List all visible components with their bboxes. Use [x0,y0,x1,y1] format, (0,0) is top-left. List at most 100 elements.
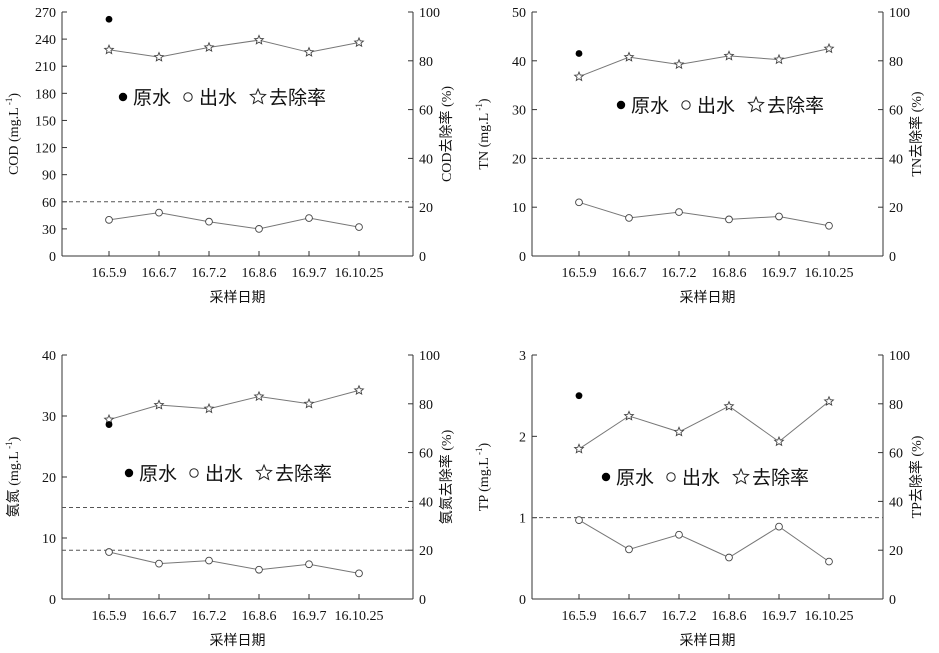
x-tick-label: 16.8.6 [242,266,277,281]
x-tick-label: 16.5.9 [562,609,597,624]
removal-rate-point [303,46,315,57]
right-tick-label: 60 [419,104,433,119]
removal-rate-line [578,401,830,450]
effluent-point [775,212,783,221]
left-tick-label: 50 [512,6,526,21]
effluent-point [105,216,113,224]
right-tick-label: 0 [889,250,896,265]
legend-removal-marker [747,95,765,113]
removal-rate-point [253,34,265,45]
left-tick-label: 60 [42,196,56,211]
x-tick-label: 16.6.7 [612,266,647,281]
effluent-point [725,553,733,562]
legend-removal-marker [255,463,273,481]
removal-rate-point [353,384,365,396]
legend: 原水 出水 去除率 [118,87,326,109]
effluent-point [575,516,583,524]
legend-effluent-marker [666,472,676,482]
right-tick-label: 100 [419,6,440,21]
x-axis-label: 采样日期 [680,290,736,306]
x-tick-label: 16.9.7 [762,609,797,624]
raw-water-point [575,50,583,57]
removal-rate-point [823,395,835,407]
right-tick-label: 40 [889,152,903,167]
effluent-point [155,559,163,568]
right-tick-label: 0 [889,593,896,608]
x-tick-label: 16.8.6 [242,609,277,624]
x-tick-label: 16.10.25 [805,266,854,281]
removal-rate-point [353,36,365,48]
right-tick-label: 80 [889,55,903,70]
right-tick-label: 80 [419,55,433,70]
removal-rate-point [823,42,835,54]
legend-raw-label: 原水 [631,95,669,117]
effluent-point [825,221,833,230]
left-tick-label: 0 [519,250,526,265]
right-tick-label: 80 [419,398,433,413]
x-axis-label: 采样日期 [680,633,736,649]
legend-raw-label: 原水 [139,463,177,485]
effluent-line [578,201,830,227]
right-axis-label: COD去除率 (%) [438,86,455,182]
x-tick-label: 16.6.7 [612,609,647,624]
legend-raw-marker [118,92,128,102]
removal-rate-point [623,51,635,62]
left-tick-label: 270 [35,6,56,21]
removal-rate-point [203,41,215,53]
removal-rate-line [578,48,830,78]
removal-rate-point [673,426,685,437]
effluent-point [725,215,733,224]
left-axis-label: 氨氮 (mg.L -1) [4,436,22,517]
right-tick-label: 0 [419,593,426,608]
legend: 原水 出水 去除率 [616,95,824,117]
effluent-point [255,565,263,574]
x-tick-label: 16.9.7 [762,266,797,281]
chart-panel-top-left: 0 30 60 90 120 150 180 210 240 270 0 20 40 60 80 100 16.… [4,6,455,306]
x-axis-label: 采样日期 [210,290,266,306]
removal-rate-point [573,443,585,454]
removal-rate-line [108,39,360,58]
removal-rate-point [153,399,165,410]
legend-effluent-label: 出水 [697,95,735,117]
left-tick-label: 20 [512,152,526,167]
removal-rate-point [673,58,685,70]
left-tick-label: 40 [512,55,526,70]
legend-raw-marker [616,100,626,110]
removal-rate-point [153,51,165,62]
right-tick-label: 60 [419,447,433,462]
right-axis-label: TP去除率 (%) [908,435,925,518]
left-tick-label: 30 [512,104,526,119]
legend-effluent-marker [189,468,199,478]
left-tick-label: 90 [42,169,56,184]
x-tick-label: 16.8.6 [712,609,747,624]
x-tick-label: 16.5.9 [92,609,127,624]
legend-removal-marker [732,467,750,485]
left-axis-label: TN (mg.L -1) [474,98,492,170]
raw-water-point [105,421,113,428]
removal-rate-point [253,390,265,402]
x-tick-label: 16.6.7 [142,266,177,281]
left-tick-label: 3 [519,349,526,364]
chart-panel-top-right: 0 10 20 30 40 50 0 20 40 60 80 100 16.5.9 16.6.7 16.7.… [474,6,925,306]
right-tick-label: 100 [419,349,440,364]
left-tick-label: 0 [49,593,56,608]
right-tick-label: 20 [419,201,433,216]
right-tick-label: 40 [889,495,903,510]
right-tick-label: 100 [889,349,910,364]
removal-rate-point [303,398,315,409]
right-tick-label: 0 [419,250,426,265]
removal-rate-point [203,402,215,414]
effluent-line [578,519,830,563]
raw-water-point [105,15,113,23]
removal-rate-point [773,53,785,65]
chart-panel-bottom-left: 0 10 20 30 40 0 20 40 60 80 100 16.5.9 16.6.7 16.7.2 1… [4,349,455,649]
legend-removal-label: 去除率 [767,95,824,117]
x-tick-label: 16.5.9 [92,266,127,281]
effluent-point [675,530,683,539]
legend-removal-label: 去除率 [275,463,332,485]
effluent-point [355,223,363,231]
effluent-point [775,522,783,531]
x-tick-label: 16.10.25 [335,266,384,281]
effluent-line [108,212,360,230]
legend: 原水 出水 去除率 [601,467,809,489]
